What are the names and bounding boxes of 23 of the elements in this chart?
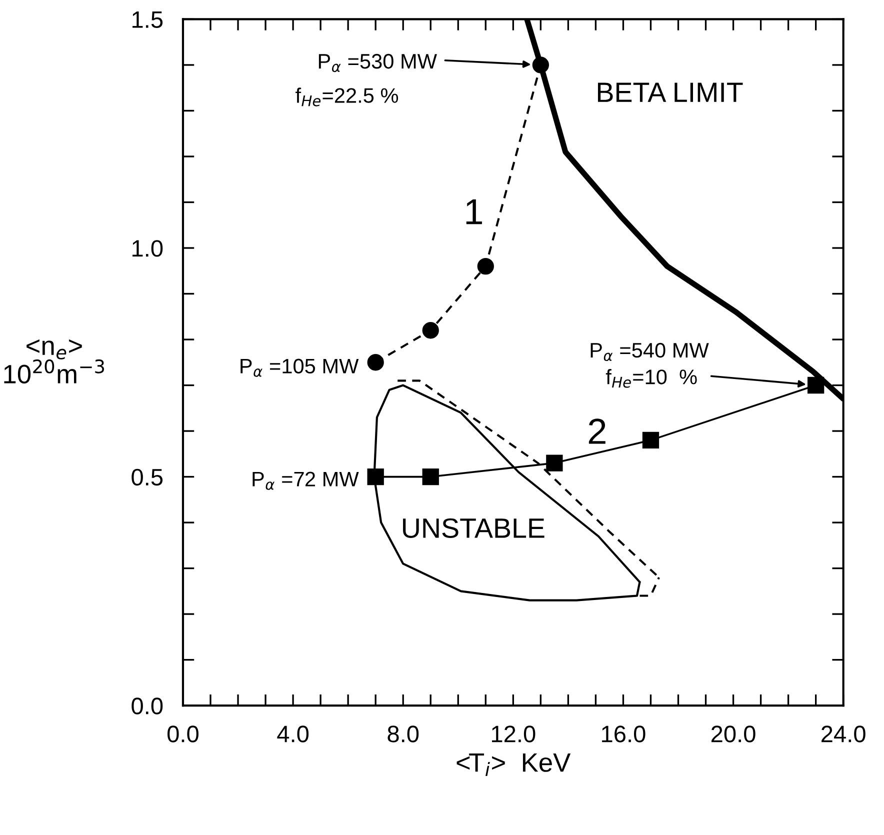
series-label: 1 bbox=[466, 199, 482, 224]
x-tick-label: 24.0 bbox=[822, 726, 866, 742]
annotation: P$_{α}$ =530 MW bbox=[318, 54, 437, 72]
annotation: BETA LIMIT bbox=[598, 82, 743, 102]
x-tick-label: 16.0 bbox=[602, 726, 646, 742]
series-label: 2 bbox=[588, 418, 606, 444]
x-tick-label: 4.0 bbox=[277, 726, 309, 742]
y-tick-label: 0.0 bbox=[132, 698, 163, 714]
x-tick-label: 20.0 bbox=[711, 726, 756, 742]
annotation: f$_{He}$=22.5 % bbox=[296, 88, 398, 106]
y-tick-label: 0.5 bbox=[132, 468, 163, 486]
annotation: P$_{α}$ =540 MW bbox=[590, 342, 709, 362]
annotation: P$_{α}$ =105 MW bbox=[240, 358, 359, 377]
y-tick-label: 1.5 bbox=[132, 12, 163, 28]
annotation: f$_{He}$=10 % bbox=[606, 369, 697, 388]
y-tick-label: 1.0 bbox=[132, 240, 163, 257]
text: <n$_{e}$> 10$^{20}$m$^{−3}$ bbox=[4, 339, 104, 384]
x-tick-label: 12.0 bbox=[492, 726, 536, 742]
x-tick-label: 0.0 bbox=[168, 726, 198, 742]
annotation: UNSTABLE bbox=[403, 518, 544, 538]
x-tick-label: 8.0 bbox=[388, 726, 419, 742]
annotation: P$_{α}$ =72 MW bbox=[252, 472, 359, 490]
x-axis-title: <T$_{i}$> KeV bbox=[456, 754, 571, 776]
